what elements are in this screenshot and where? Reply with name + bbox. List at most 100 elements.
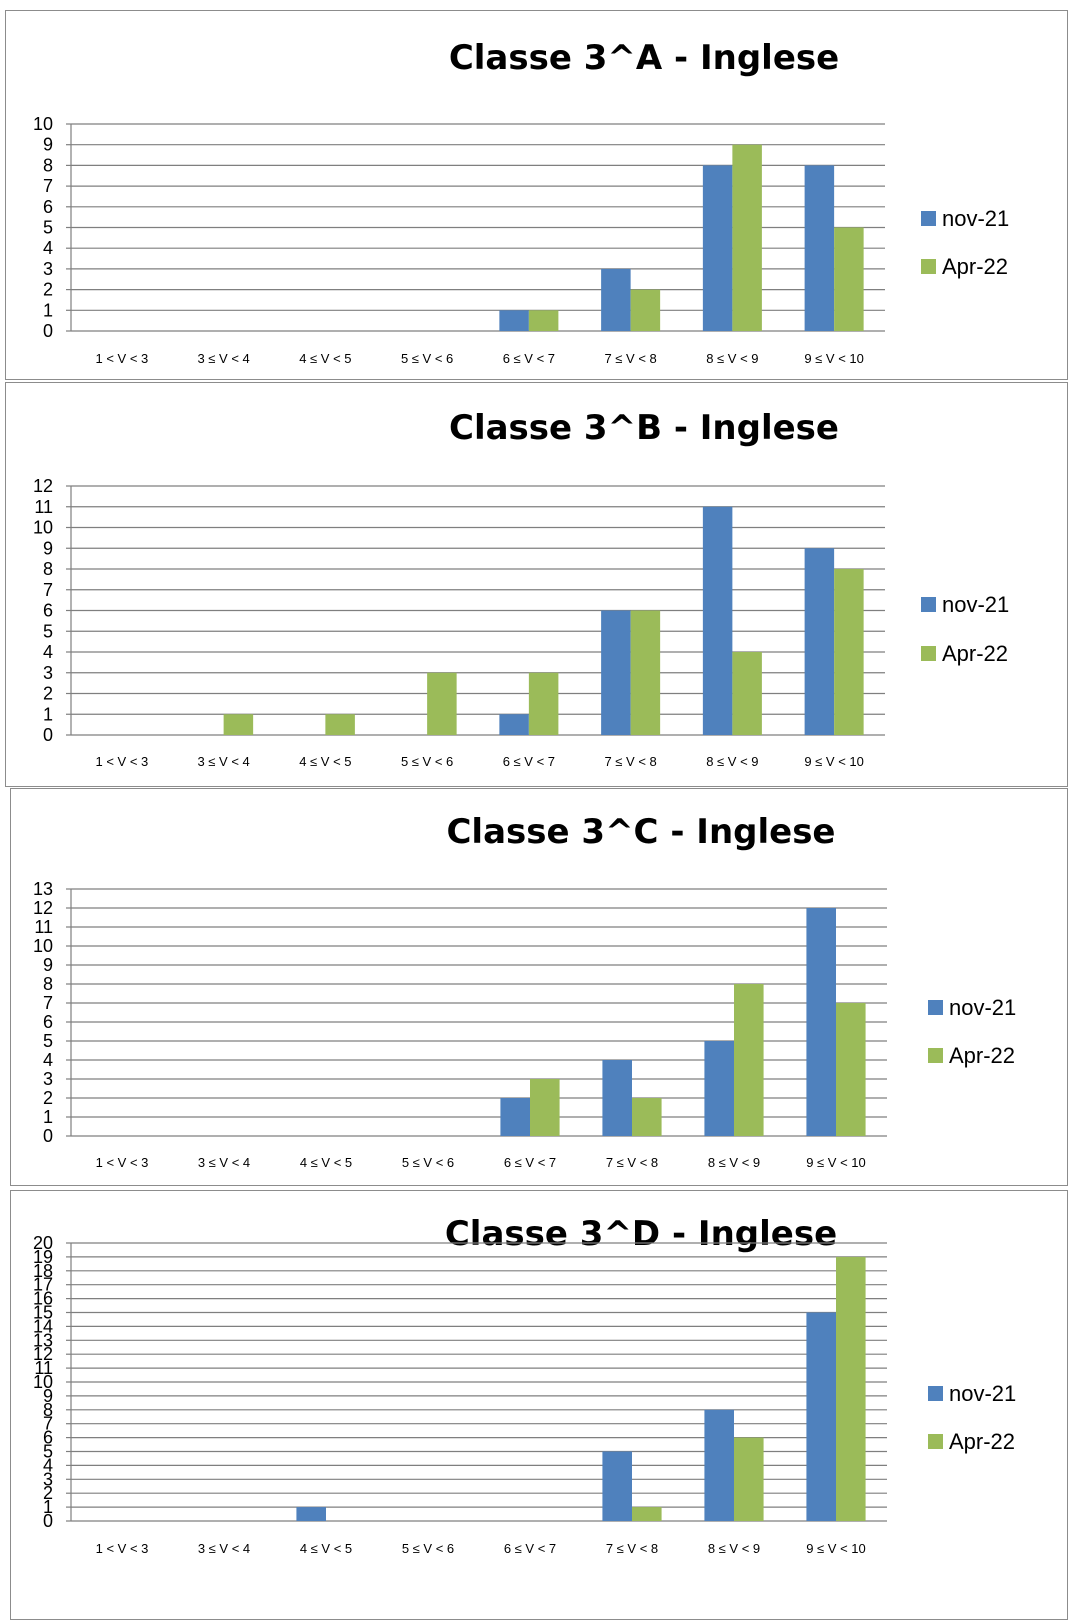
bar-apr-22 [834, 569, 864, 735]
x-tick-label: 3 ≤ V < 4 [198, 1541, 250, 1556]
y-tick-label: 0 [43, 725, 53, 745]
y-tick-label: 1 [43, 1497, 53, 1517]
y-tick-label: 6 [43, 197, 53, 217]
legend-label: nov-21 [949, 995, 1016, 1020]
legend-label: Apr-22 [942, 641, 1008, 666]
y-tick-label: 5 [43, 621, 53, 641]
bar-apr-22 [632, 1098, 662, 1136]
x-tick-label: 9 ≤ V < 10 [804, 754, 864, 769]
bar-nov-21 [806, 908, 836, 1136]
bar-apr-22 [325, 714, 355, 735]
x-tick-label: 8 ≤ V < 9 [708, 1541, 760, 1556]
x-tick-label: 7 ≤ V < 8 [604, 351, 656, 366]
bar-apr-22 [528, 310, 559, 331]
y-tick-label: 0 [43, 1511, 53, 1531]
legend-swatch [921, 211, 936, 226]
x-tick-label: 9 ≤ V < 10 [804, 351, 864, 366]
x-tick-label: 6 ≤ V < 7 [504, 1155, 556, 1170]
y-tick-label: 12 [33, 476, 53, 496]
y-tick-label: 18 [33, 1261, 53, 1281]
y-tick-label: 2 [43, 1088, 53, 1108]
bar-nov-21 [602, 1060, 632, 1136]
y-tick-label: 1 [43, 1107, 53, 1127]
chart-panel-3b: Classe 3^B - Inglese 0 1 2 3 4 5 6 7 8 9 10 11 12 1 < … [5, 382, 1068, 787]
x-tick-label: 5 ≤ V < 6 [402, 1155, 454, 1170]
y-tick-label: 7 [43, 993, 53, 1013]
y-tick-label: 7 [43, 580, 53, 600]
x-tick-label: 4 ≤ V < 5 [300, 1155, 352, 1170]
x-tick-label: 9 ≤ V < 10 [806, 1541, 866, 1556]
bar-apr-22 [732, 144, 762, 331]
bar-apr-22 [834, 227, 864, 331]
bar-nov-21 [804, 165, 835, 331]
bar-apr-22 [836, 1256, 866, 1521]
bar-nov-21 [296, 1507, 326, 1521]
bar-nov-21 [601, 610, 631, 735]
x-tick-label: 5 ≤ V < 6 [401, 754, 453, 769]
x-tick-label: 3 ≤ V < 4 [197, 754, 249, 769]
y-tick-label: 9 [43, 538, 53, 558]
y-tick-label: 5 [43, 1442, 53, 1462]
bar-apr-22 [223, 714, 254, 735]
x-tick-label: 6 ≤ V < 7 [504, 1541, 556, 1556]
legend-swatch [928, 1048, 943, 1063]
y-tick-label: 3 [43, 259, 53, 279]
legend-swatch [921, 646, 936, 661]
bar-apr-22 [632, 1507, 662, 1521]
y-tick-label: 16 [33, 1289, 53, 1309]
y-tick-label: 6 [43, 1428, 53, 1448]
y-tick-label: 10 [33, 114, 53, 134]
chart-3c: Classe 3^C - Inglese0123456789101112131 … [33, 812, 1016, 1170]
y-tick-label: 10 [33, 936, 53, 956]
y-tick-label: 19 [33, 1247, 53, 1267]
legend-label: Apr-22 [949, 1429, 1015, 1454]
bar-nov-21 [704, 1409, 734, 1521]
y-tick-label: 1 [43, 300, 53, 320]
x-tick-label: 5 ≤ V < 6 [402, 1541, 454, 1556]
y-tick-label: 8 [43, 155, 53, 175]
legend-label: Apr-22 [949, 1043, 1015, 1068]
y-tick-label: 11 [34, 497, 53, 517]
y-tick-label: 8 [43, 1400, 53, 1420]
y-tick-label: 12 [33, 1344, 53, 1364]
y-tick-label: 0 [43, 1126, 53, 1146]
legend-swatch [928, 1386, 943, 1401]
chart-title: Classe 3^D - Inglese [445, 1214, 837, 1254]
x-tick-label: 4 ≤ V < 5 [299, 351, 351, 366]
y-tick-label: 6 [43, 601, 53, 621]
y-tick-label: 4 [43, 1455, 53, 1475]
y-tick-label: 4 [43, 1050, 53, 1070]
y-tick-label: 8 [43, 974, 53, 994]
bar-apr-22 [734, 1437, 764, 1521]
y-tick-label: 10 [33, 518, 53, 538]
legend-swatch [928, 1434, 943, 1449]
bar-nov-21 [602, 1451, 632, 1521]
x-tick-label: 7 ≤ V < 8 [606, 1155, 658, 1170]
y-tick-label: 13 [33, 1330, 53, 1350]
x-tick-label: 7 ≤ V < 8 [604, 754, 656, 769]
bar-nov-21 [806, 1312, 836, 1521]
x-tick-label: 8 ≤ V < 9 [706, 351, 758, 366]
x-tick-label: 6 ≤ V < 7 [503, 351, 555, 366]
bar-nov-21 [499, 310, 529, 331]
y-tick-label: 14 [33, 1316, 53, 1336]
bar-apr-22 [734, 984, 764, 1136]
y-tick-label: 2 [43, 280, 53, 300]
bar-nov-21 [702, 506, 733, 735]
y-tick-label: 3 [43, 1069, 53, 1089]
y-tick-label: 9 [43, 135, 53, 155]
legend-swatch [928, 1000, 943, 1015]
chart-title: Classe 3^C - Inglese [446, 812, 835, 852]
y-tick-label: 15 [33, 1303, 53, 1323]
bar-nov-21 [702, 165, 733, 331]
x-tick-label: 6 ≤ V < 7 [503, 754, 555, 769]
chart-panel-3a: Classe 3^A - Inglese 0 1 2 3 4 5 6 7 8 9 10 1 < V < … [5, 10, 1068, 380]
legend-swatch [921, 259, 936, 274]
y-tick-label: 13 [33, 879, 53, 899]
bar-apr-22 [427, 672, 457, 735]
x-tick-label: 7 ≤ V < 8 [606, 1541, 658, 1556]
x-tick-label: 4 ≤ V < 5 [299, 754, 351, 769]
y-tick-label: 9 [43, 1386, 53, 1406]
y-tick-label: 7 [43, 176, 53, 196]
y-tick-label: 2 [43, 684, 53, 704]
